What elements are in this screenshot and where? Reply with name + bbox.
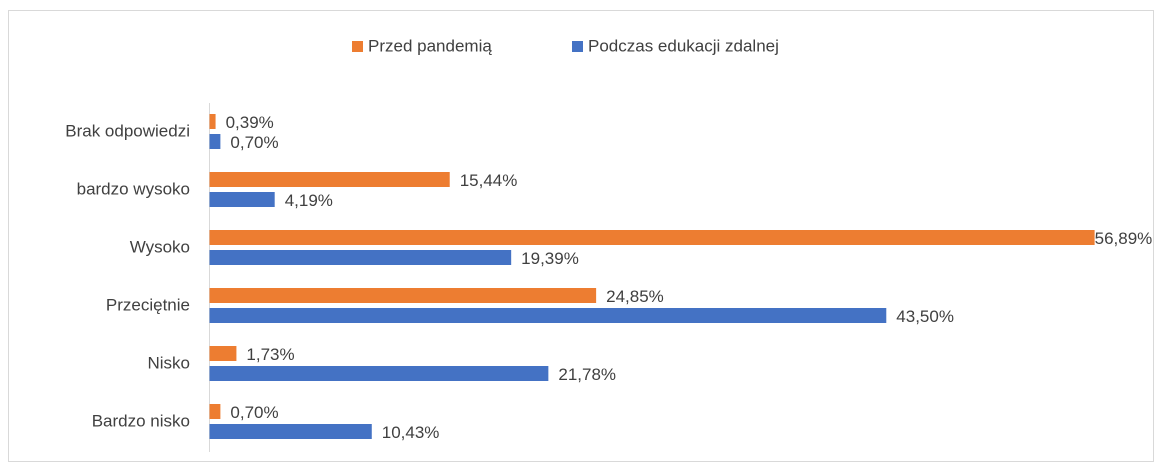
value-label: 1,73% <box>246 345 294 364</box>
value-label: 0,39% <box>226 113 274 132</box>
category-label: Brak odpowiedzi <box>65 121 190 140</box>
bar <box>209 192 275 207</box>
value-label: 21,78% <box>558 365 616 384</box>
bar <box>209 172 450 187</box>
legend-swatch <box>352 41 363 52</box>
legend-swatch <box>572 41 583 52</box>
value-label: 24,85% <box>606 287 664 306</box>
bar <box>209 250 512 265</box>
legend-label: Przed pandemią <box>368 36 492 55</box>
category-label: Bardzo nisko <box>92 411 190 430</box>
bar <box>209 346 237 361</box>
bar <box>209 404 221 419</box>
value-label: 4,19% <box>285 191 333 210</box>
category-label: bardzo wysoko <box>77 179 190 198</box>
category-label: Nisko <box>147 353 190 372</box>
value-label: 0,70% <box>230 133 278 152</box>
value-label: 43,50% <box>896 307 954 326</box>
value-label: 56,89% <box>1095 229 1153 248</box>
value-label: 15,44% <box>460 171 518 190</box>
bar <box>209 308 887 323</box>
category-label: Przeciętnie <box>106 295 190 314</box>
value-label: 0,70% <box>230 403 278 422</box>
bar <box>209 230 1095 245</box>
value-label: 10,43% <box>382 423 440 442</box>
value-label: 19,39% <box>521 249 579 268</box>
bar <box>209 288 597 303</box>
bar <box>209 134 221 149</box>
bar <box>209 114 216 129</box>
category-label: Wysoko <box>130 237 190 256</box>
bar <box>209 424 372 439</box>
bar <box>209 366 549 381</box>
legend-label: Podczas edukacji zdalnej <box>588 36 779 55</box>
